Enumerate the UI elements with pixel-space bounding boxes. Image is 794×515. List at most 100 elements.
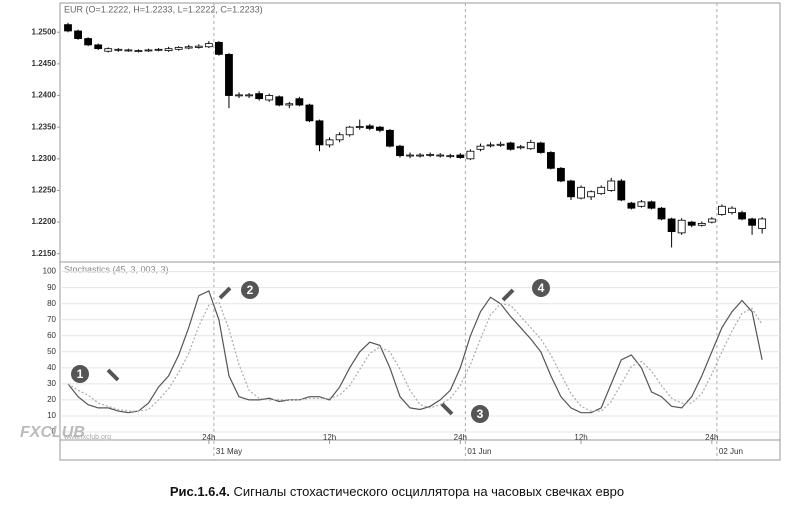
y-tick-label: 20	[47, 395, 56, 404]
candle-body	[647, 201, 656, 209]
annotation-badge	[71, 365, 89, 383]
candle-body	[386, 129, 394, 147]
annotation-badge	[471, 405, 489, 423]
candle-body	[446, 155, 455, 158]
candle-body	[436, 154, 445, 157]
candle-body	[295, 98, 304, 106]
y-tick-label: 10	[47, 411, 56, 420]
candle-body	[245, 94, 253, 97]
candle-body	[225, 53, 233, 96]
candle-body	[365, 125, 374, 129]
y-tick-label: 1.2400	[32, 91, 57, 100]
candle-body	[567, 180, 575, 198]
candle-body	[194, 45, 203, 48]
candle-body	[275, 96, 284, 106]
candle-body	[597, 186, 606, 195]
candle-body	[214, 41, 223, 55]
candle-body	[335, 134, 344, 141]
candle-body	[486, 144, 495, 147]
candle-body	[396, 145, 404, 157]
candle-body	[748, 218, 756, 226]
candle-body	[134, 50, 143, 52]
annotation-number: 2	[247, 283, 254, 297]
stoch-title: Stochastics (45, 3, 003, 3)	[64, 264, 169, 274]
y-tick-label: 1.2250	[32, 186, 57, 195]
price-title: EUR (O=1.2222, H=1.2233, L=1.2222, C=1.2…	[64, 4, 263, 14]
candle-body	[466, 150, 475, 160]
candle-body	[154, 48, 163, 51]
candle-body	[255, 93, 264, 100]
x-tick-label: 12h	[574, 433, 587, 442]
y-tick-label: 1.2350	[32, 122, 57, 131]
candle-body	[174, 47, 183, 50]
candle-body	[587, 191, 596, 198]
candle-body	[758, 218, 767, 229]
annotation-number: 4	[538, 281, 545, 295]
candle-body	[718, 205, 726, 215]
candle-body	[355, 126, 364, 128]
candle-body	[637, 201, 646, 207]
candle-body	[285, 103, 294, 106]
y-tick-label: 100	[43, 267, 57, 276]
candle-body	[315, 120, 324, 146]
y-tick-label: 50	[47, 347, 56, 356]
y-tick-label: 1.2150	[32, 249, 57, 258]
watermark: FXCLUB	[20, 424, 85, 441]
x-tick-label: 24h	[705, 433, 718, 442]
candle-body	[738, 212, 746, 220]
annotation-arrow	[218, 286, 232, 300]
candle-body	[416, 154, 425, 157]
y-tick-label: 1.2500	[32, 27, 57, 36]
candle-body	[305, 104, 314, 122]
y-tick-label: 40	[47, 363, 56, 372]
annotation-arrow	[440, 402, 454, 416]
candle-body	[607, 180, 616, 191]
y-tick-label: 80	[47, 299, 56, 308]
watermark-url: www.fxclub.org	[63, 434, 111, 441]
candle-body	[577, 186, 585, 199]
candle-body	[667, 218, 676, 233]
date-label: 01 Jun	[467, 447, 491, 456]
candle-body	[697, 222, 706, 226]
y-tick-label: 1.2300	[32, 154, 57, 163]
annotation-badge	[532, 279, 550, 297]
candle-body	[124, 49, 133, 52]
candle-body	[536, 142, 545, 153]
y-tick-label: 30	[47, 379, 56, 388]
candle-body	[728, 207, 736, 214]
candle-body	[94, 44, 103, 50]
caption-label: Рис.1.6.4.	[170, 484, 230, 499]
candle-body	[687, 221, 696, 226]
candle-body	[557, 167, 565, 182]
candle-body	[375, 126, 384, 131]
candle-body	[184, 46, 193, 49]
candle-body	[657, 207, 666, 220]
candle-body	[64, 24, 72, 32]
candle-body	[235, 94, 243, 97]
date-label: 31 May	[216, 447, 242, 456]
candle-body	[526, 141, 535, 150]
stoch-line	[67, 290, 763, 414]
y-tick-label: 90	[47, 283, 56, 292]
y-tick-label: 0	[52, 427, 57, 436]
candle-body	[707, 218, 716, 223]
annotation-arrow	[501, 288, 515, 302]
candle-body	[617, 180, 626, 201]
annotation-number: 3	[477, 407, 484, 421]
candle-body	[456, 154, 465, 158]
candle-body	[627, 202, 636, 209]
annotation-badge	[241, 281, 259, 299]
x-tick-label: 12h	[323, 433, 336, 442]
date-label: 02 Jun	[719, 447, 743, 456]
annotation-arrow	[106, 368, 120, 382]
candle-body	[204, 43, 213, 48]
candle-body	[496, 143, 505, 146]
x-tick-label: 24h	[454, 433, 467, 442]
candle-body	[506, 142, 515, 150]
candle-body	[144, 49, 153, 52]
caption-text: Сигналы стохастического осциллятора на ч…	[233, 484, 624, 499]
candle-body	[84, 38, 93, 46]
candle-body	[406, 154, 414, 157]
y-tick-label: 60	[47, 331, 56, 340]
